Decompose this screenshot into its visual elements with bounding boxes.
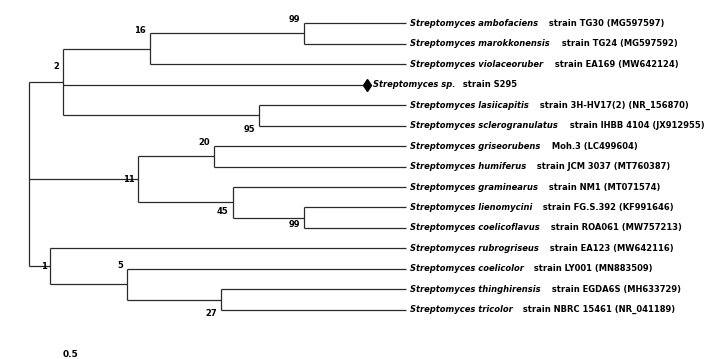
Text: strain NM1 (MT071574): strain NM1 (MT071574) [547, 182, 661, 191]
Text: 5: 5 [118, 261, 123, 270]
Text: 99: 99 [289, 220, 301, 229]
Text: strain IHBB 4104 (JX912955): strain IHBB 4104 (JX912955) [567, 121, 705, 130]
Text: 95: 95 [243, 125, 255, 134]
Text: 20: 20 [199, 138, 210, 147]
Text: 0.5: 0.5 [62, 350, 79, 359]
Text: 1: 1 [40, 262, 47, 271]
Text: strain 3H-HV17(2) (NR_156870): strain 3H-HV17(2) (NR_156870) [537, 101, 688, 110]
Text: Streptomyces coelicoflavus: Streptomyces coelicoflavus [411, 223, 540, 233]
Text: Streptomyces humiferus: Streptomyces humiferus [411, 162, 527, 171]
Text: strain EA123 (MW642116): strain EA123 (MW642116) [547, 244, 674, 253]
Text: Streptomyces marokkonensis: Streptomyces marokkonensis [411, 39, 550, 48]
Text: Streptomyces griseorubens: Streptomyces griseorubens [411, 141, 541, 150]
Text: Streptomyces violaceoruber: Streptomyces violaceoruber [411, 60, 544, 69]
Text: strain ROA061 (MW757213): strain ROA061 (MW757213) [548, 223, 682, 233]
Text: 11: 11 [123, 175, 135, 184]
Text: 45: 45 [217, 207, 229, 216]
Text: 99: 99 [289, 15, 301, 24]
Text: Streptomyces coelicolor: Streptomyces coelicolor [411, 265, 524, 274]
Text: strain EA169 (MW642124): strain EA169 (MW642124) [552, 60, 679, 69]
Text: Streptomyces sclerogranulatus: Streptomyces sclerogranulatus [411, 121, 558, 130]
Text: strain FG.S.392 (KF991646): strain FG.S.392 (KF991646) [540, 203, 674, 212]
Text: Streptomyces tricolor: Streptomyces tricolor [411, 306, 513, 314]
Text: strain NBRC 15461 (NR_041189): strain NBRC 15461 (NR_041189) [520, 305, 675, 314]
Text: strain JCM 3037 (MT760387): strain JCM 3037 (MT760387) [534, 162, 670, 171]
Text: 16: 16 [134, 26, 146, 35]
Text: strain EGDA6S (MH633729): strain EGDA6S (MH633729) [549, 285, 681, 294]
Text: strain S295: strain S295 [460, 80, 518, 89]
Text: strain TG24 (MG597592): strain TG24 (MG597592) [559, 39, 678, 48]
Text: Streptomyces sp.: Streptomyces sp. [373, 80, 455, 89]
Text: Streptomyces graminearus: Streptomyces graminearus [411, 182, 538, 191]
Text: strain TG30 (MG597597): strain TG30 (MG597597) [547, 19, 665, 28]
Text: 2: 2 [53, 62, 60, 71]
Text: Streptomyces thinghirensis: Streptomyces thinghirensis [411, 285, 541, 294]
Text: 27: 27 [206, 309, 218, 318]
Text: Streptomyces rubrogriseus: Streptomyces rubrogriseus [411, 244, 540, 253]
Text: Moh.3 (LC499604): Moh.3 (LC499604) [549, 141, 637, 150]
Text: Streptomyces lienomycini: Streptomyces lienomycini [411, 203, 532, 212]
Text: strain LY001 (MN883509): strain LY001 (MN883509) [531, 265, 653, 274]
Text: Streptomyces lasiicapitis: Streptomyces lasiicapitis [411, 101, 529, 109]
Text: Streptomyces ambofaciens: Streptomyces ambofaciens [411, 19, 538, 28]
